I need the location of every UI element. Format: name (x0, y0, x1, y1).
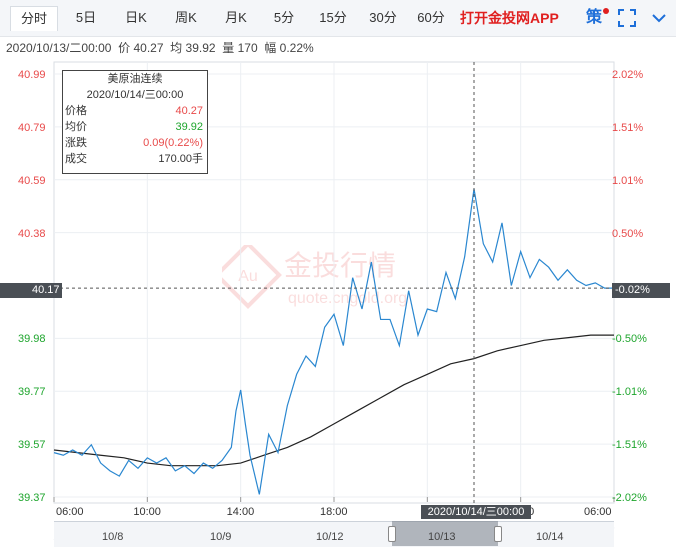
pct-tick-label: 0.50% (612, 227, 644, 240)
quote-info-bar: 2020/10/13/二00:00 价 40.27 均 39.92 量 170 … (6, 40, 314, 56)
crosshair-time-tag: 2020/10/14/三00:00 (421, 505, 531, 519)
period-tab-bar: 分时 5日 日K 周K 月K 5分 15分 30分 60分 打开金投网APP 策 (0, 0, 676, 37)
x-tick-label: 10:00 (133, 506, 161, 518)
info-datetime: 2020/10/13/二00:00 (6, 41, 112, 55)
info-change: 0.22% (279, 41, 314, 55)
nav-date-label: 10/9 (210, 531, 232, 543)
tab-weekly-k[interactable]: 周K (175, 10, 197, 25)
pct-tick-label: -0.50% (612, 333, 647, 346)
tooltip-row-price: 价格 40.27 (63, 103, 207, 119)
info-change-label: 幅 (264, 41, 277, 55)
x-tick-label: 06:00 (584, 506, 612, 518)
crosshair-price-tag: 40.17 (0, 283, 62, 298)
y-tick-label: 39.37 (18, 492, 46, 504)
tooltip-row-avg: 均价 39.92 (63, 119, 207, 135)
nav-date-label: 10/12 (316, 531, 344, 543)
y-tick-label: 39.98 (18, 333, 46, 346)
tab-monthly-k[interactable]: 月K (225, 10, 247, 25)
fullscreen-icon[interactable] (618, 9, 636, 27)
tooltip-value: 170.00手 (158, 153, 203, 165)
navigator-right-handle[interactable] (494, 526, 502, 542)
tooltip-value: 0.09(0.22%) (143, 137, 203, 149)
crosshair-pct-tag: -0.02% (612, 283, 670, 298)
tooltip-value: 39.92 (175, 121, 203, 133)
strategy-button[interactable]: 策 (586, 6, 610, 30)
avg-price-series (53, 334, 614, 467)
tooltip-datetime: 2020/10/14/三00:00 (86, 89, 184, 101)
tooltip-value: 40.27 (175, 105, 203, 117)
time-navigator[interactable] (54, 521, 614, 547)
tooltip-row-volume: 成交 170.00手 (63, 151, 207, 167)
tooltip-row-change: 涨跌 0.09(0.22%) (63, 135, 207, 151)
tab-5-min[interactable]: 5分 (273, 10, 295, 25)
tab-5-day[interactable]: 5日 (75, 10, 97, 25)
info-volume-label: 量 (222, 41, 235, 55)
tab-30-min[interactable]: 30分 (369, 10, 397, 25)
pct-tick-label: 1.51% (612, 121, 644, 134)
y-tick-label: 40.79 (18, 121, 46, 134)
tooltip-label: 成交 (65, 153, 87, 165)
pct-tick-label: 1.01% (612, 174, 644, 187)
tab-daily-k[interactable]: 日K (125, 10, 147, 25)
x-tick-label: 14:00 (226, 506, 255, 518)
crosshair (0, 62, 670, 505)
y-tick-label: 39.57 (18, 439, 46, 452)
info-volume: 170 (237, 41, 258, 55)
tooltip-box: 美原油连续 2020/10/14/三00:00 价格 40.27 均价 39.92 … (62, 70, 208, 174)
navigator-window[interactable] (392, 521, 498, 546)
open-app-link[interactable]: 打开金投网APP (460, 10, 559, 26)
tooltip-title: 美原油连续 (107, 73, 163, 85)
tooltip-label: 价格 (65, 105, 87, 117)
chevron-down-icon[interactable] (650, 9, 668, 27)
y-tick-label: 40.38 (18, 227, 46, 240)
pct-tick-label: -1.01% (612, 386, 647, 399)
nav-date-label: 10/8 (102, 531, 124, 543)
nav-date-label: 10/14 (536, 531, 564, 543)
nav-date-label: 10/13 (428, 531, 456, 543)
price-line (53, 188, 614, 495)
y-tick-label: 40.99 (18, 69, 46, 81)
pct-tick-label: -1.51% (612, 439, 647, 452)
tooltip-label: 涨跌 (65, 137, 87, 149)
y-tick-label: 39.77 (18, 386, 46, 399)
price-series (53, 188, 614, 495)
pct-tick-label: 2.02% (612, 69, 644, 81)
avg-price-line (53, 334, 614, 467)
info-price: 40.27 (133, 41, 164, 55)
navigator-left-handle[interactable] (388, 526, 396, 542)
info-avg-label: 均 (170, 41, 183, 55)
notification-dot (603, 8, 610, 14)
info-avg: 39.92 (185, 41, 216, 55)
x-tick-marks (53, 497, 615, 502)
x-tick-label: 06:00 (56, 506, 84, 518)
y-tick-label: 40.59 (18, 174, 46, 187)
info-price-label: 价 (118, 41, 131, 55)
tab-60-min[interactable]: 60分 (417, 10, 445, 25)
pct-tick-label: -2.02% (612, 492, 647, 504)
tooltip-label: 均价 (65, 121, 87, 133)
tab-intraday[interactable]: 分时 (10, 6, 58, 31)
x-tick-label: 18:00 (320, 506, 348, 518)
tab-15-min[interactable]: 15分 (319, 10, 347, 25)
strategy-label: 策 (586, 9, 603, 26)
